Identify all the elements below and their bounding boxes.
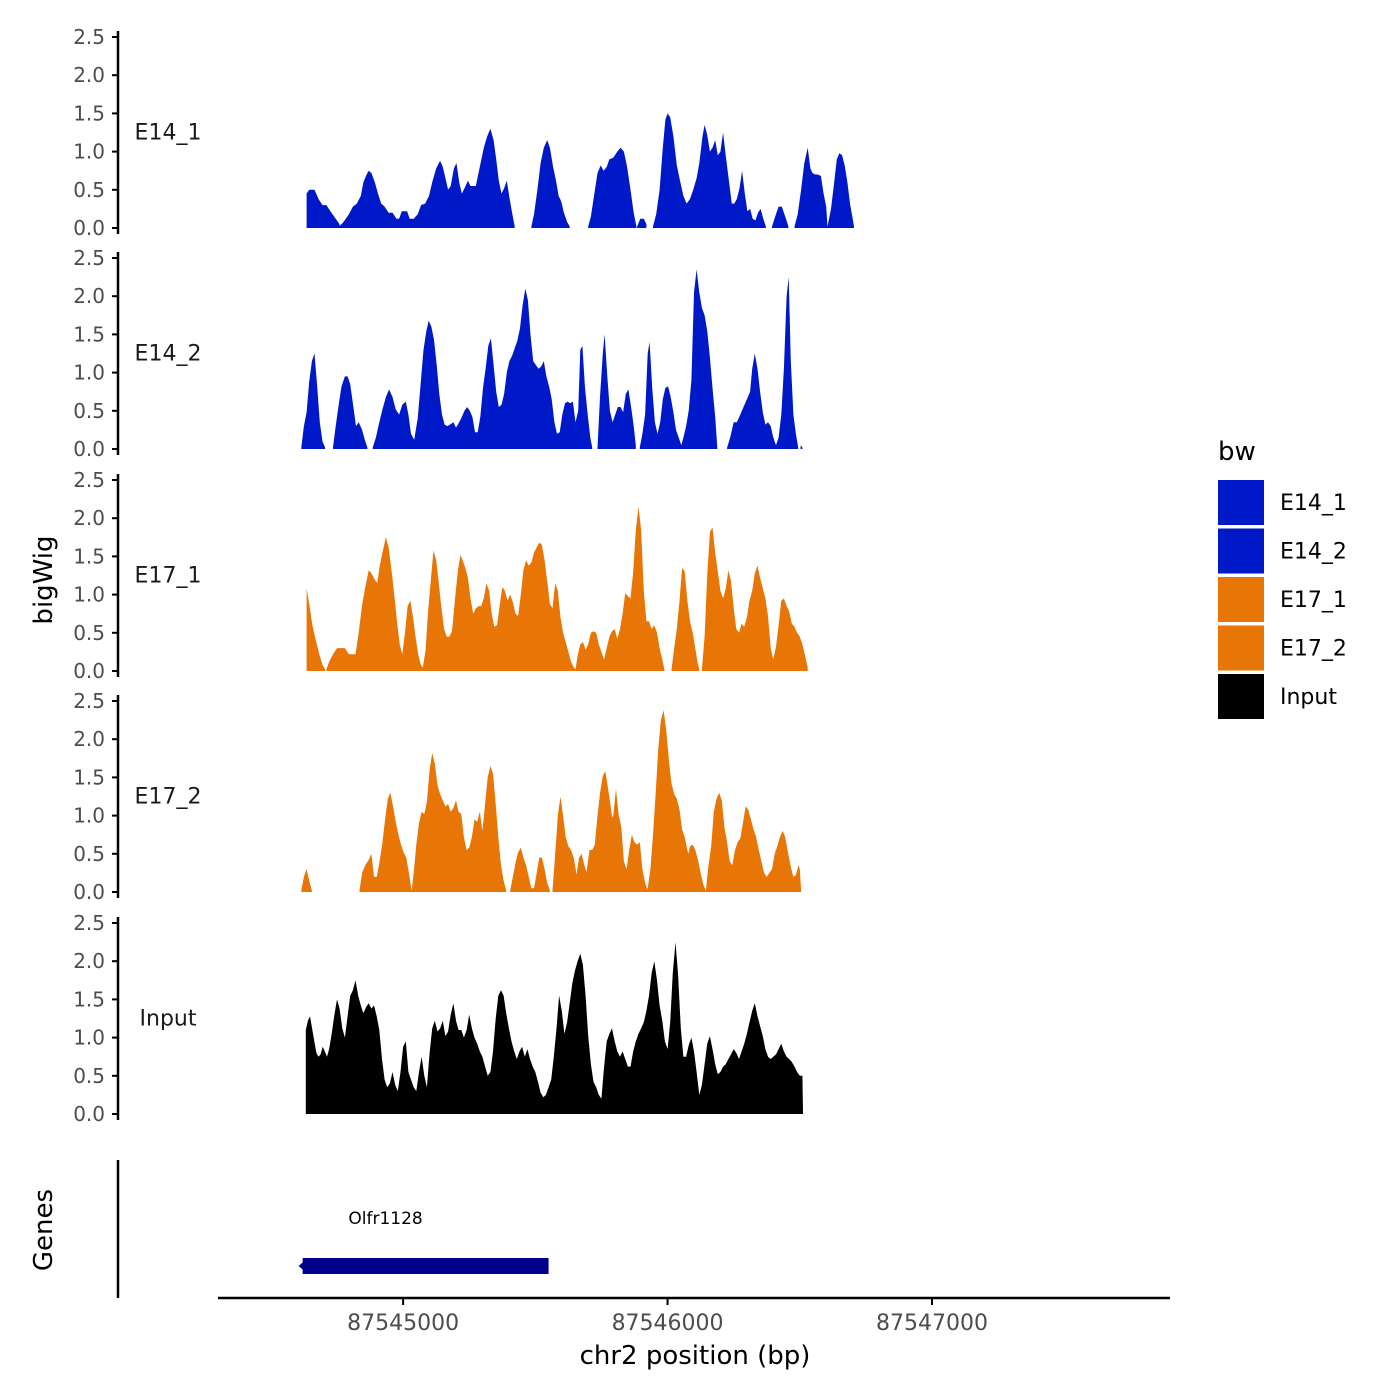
y-tick-label: 1.5 [73,987,105,1011]
y-tick-label: 0.0 [73,880,105,904]
gene-bar [302,1258,549,1274]
signal-area [552,796,579,892]
y-tick-label: 1.5 [73,765,105,789]
legend-swatch [1218,528,1264,574]
track-label: E14_2 [135,342,202,367]
legend-entry-E14_1: E14_1 [1218,480,1347,525]
signal-area [701,527,808,671]
signal-area [359,753,507,892]
signal-area [306,588,326,671]
signal-area [794,147,828,228]
y-tick-label: 2.0 [73,727,105,751]
signal-area [372,288,593,449]
legend-swatch [1218,480,1264,525]
y-tick-label: 2.5 [73,25,105,49]
y-tick-label: 0.0 [73,437,105,461]
signal-area [727,277,799,449]
legend-swatch [1218,625,1264,671]
x-axis: 87545000 87546000 87547000 [218,1296,1170,1336]
y-tick-label: 1.0 [73,1026,105,1050]
x-tick-label: 87545000 [347,1311,459,1336]
genes-panel: Olfr1128 [116,1160,549,1298]
tracks-layer: 0.0 0.5 1.0 1.5 2.0 2.5 E14_1 0.0 0.5 1.0 1.5 2.0 2.… [73,25,854,1126]
track-E14_2: 0.0 0.5 1.0 1.5 2.0 2.5 E14_2 [73,246,803,461]
legend-label: E14_2 [1280,540,1347,565]
legend-entry-E17_1: E17_1 [1218,577,1347,622]
y-tick-label: 0.0 [73,1102,105,1126]
signal-area [605,788,648,892]
signal-area [305,942,803,1114]
legend-entry-E17_2: E17_2 [1218,625,1347,671]
signal-area [339,128,515,228]
signal-area [301,869,312,892]
y-axis-title: bigWig [29,535,59,624]
y-tick-label: 1.5 [73,544,105,568]
gene-label: Olfr1128 [348,1209,422,1229]
legend-label: E17_2 [1280,637,1347,662]
y-tick-label: 1.0 [73,804,105,828]
signal-area [510,847,550,892]
signal-area [653,113,766,228]
legend-title: bw [1218,437,1256,467]
x-tick-label: 87546000 [612,1311,724,1336]
signal-area [597,334,636,449]
y-tick-label: 0.5 [73,399,105,423]
signal-area [637,218,647,228]
y-tick-label: 1.0 [73,140,105,164]
signal-area [333,376,368,449]
track-label: Input [140,1007,197,1032]
signal-area [827,153,854,228]
y-tick-label: 0.5 [73,842,105,866]
signal-area [301,353,326,449]
x-tick-label: 87547000 [876,1311,988,1336]
gene-strand-arrow [298,1259,307,1273]
track-E14_1: 0.0 0.5 1.0 1.5 2.0 2.5 E14_1 [73,25,854,240]
track-E17_2: 0.0 0.5 1.0 1.5 2.0 2.5 E17_2 [73,689,802,904]
signal-area [326,506,665,671]
signal-area [588,147,637,228]
track-label: E17_1 [135,564,202,589]
legend-swatch [1218,674,1264,719]
signal-area [531,140,570,228]
y-tick-label: 2.5 [73,911,105,935]
y-tick-label: 0.0 [73,659,105,683]
y-tick-label: 0.5 [73,621,105,645]
y-tick-label: 1.5 [73,101,105,125]
genes-axis-title: Genes [29,1189,59,1271]
y-tick-label: 1.5 [73,322,105,346]
track-E17_1: 0.0 0.5 1.0 1.5 2.0 2.5 E17_1 [73,468,808,683]
signal-area [800,445,803,449]
legend-label: E14_1 [1280,491,1347,516]
legend-label: Input [1280,685,1337,710]
legend-entry-E14_2: E14_2 [1218,528,1347,574]
y-tick-label: 2.5 [73,689,105,713]
signal-area [772,206,789,228]
y-tick-label: 0.5 [73,1064,105,1088]
signal-area [705,792,802,892]
legend: bw E14_1 E14_2 E17_1 E17_2 Input [1218,437,1347,719]
signal-area [645,710,696,892]
track-label: E17_2 [135,785,202,810]
signal-area [306,189,340,228]
y-tick-label: 0.0 [73,216,105,240]
y-tick-label: 2.0 [73,949,105,973]
legend-entry-Input: Input [1218,674,1337,719]
y-tick-label: 2.5 [73,468,105,492]
y-tick-label: 1.0 [73,361,105,385]
y-tick-label: 0.5 [73,178,105,202]
signal-area [682,844,706,892]
legend-swatch [1218,577,1264,622]
signal-area [671,567,700,671]
track-Input: 0.0 0.5 1.0 1.5 2.0 2.5 Input [73,911,803,1126]
y-tick-label: 2.0 [73,506,105,530]
y-tick-label: 1.0 [73,583,105,607]
track-label: E14_1 [135,121,202,146]
signal-area [639,269,718,449]
y-tick-label: 2.5 [73,246,105,270]
y-tick-label: 2.0 [73,284,105,308]
legend-label: E17_1 [1280,588,1347,613]
x-axis-title: chr2 position (bp) [580,1341,811,1371]
y-tick-label: 2.0 [73,63,105,87]
